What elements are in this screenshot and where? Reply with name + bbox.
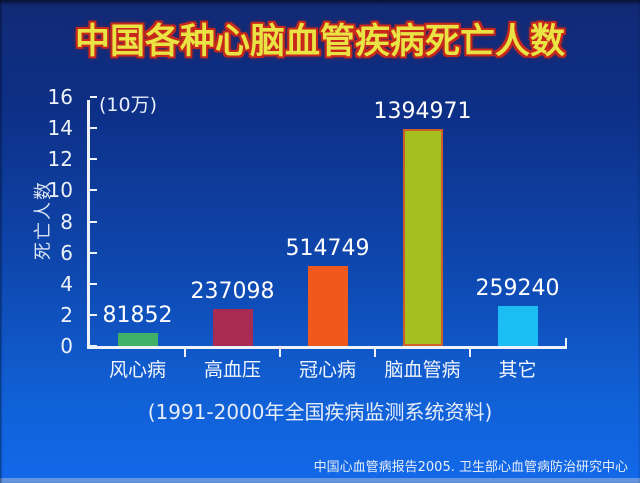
plot-area: (10万) 0 2 4 6 8 10 12 14 16 81852 风心病 237098 高血压 5147… [48,87,567,381]
y-tick-label: 4 [60,271,73,296]
x-axis-tick [374,349,376,357]
y-tick-label: 14 [47,116,73,141]
category-label: 其它 [498,359,537,381]
y-tick-label: 6 [60,240,73,265]
unit-label: (10万) [99,94,158,116]
bar-4 [402,128,443,346]
y-tick-label: 0 [60,334,73,358]
bar-1 [117,333,158,346]
y-axis-tick [90,251,97,254]
y-axis-tick [90,158,97,161]
bar-value-label: 1394971 [373,98,472,124]
y-axis-tick [90,282,97,285]
bar-value-label: 259240 [475,275,560,301]
bar-value-label: 81852 [102,303,173,329]
y-axis-tick [90,127,97,130]
y-tick-label: 8 [60,209,73,234]
bar-2 [212,309,253,346]
category-label: 脑血管病 [384,359,461,381]
y-axis-tick [90,96,97,98]
bar-5 [497,305,538,346]
y-tick-label: 2 [60,302,73,327]
x-axis-end-tick [565,338,567,346]
bar-value-label: 237098 [190,279,275,305]
category-label: 风心病 [108,359,166,381]
category-label: 冠心病 [298,359,356,381]
y-axis-tick [90,189,97,192]
footer-credit: 中国心血管病报告2005. 卫生部心血管病防治研究中心 [313,460,628,475]
y-axis-tick [90,313,97,316]
y-axis-tick [90,220,97,223]
category-label: 高血压 [203,359,261,381]
bar-value-label: 514749 [285,235,370,261]
bar-3 [307,265,348,346]
x-axis-tick [279,349,281,357]
source-caption: (1991-2000年全国疾病监测系统资料) [147,400,493,424]
y-tick-label: 10 [47,178,73,203]
y-tick-label: 16 [47,85,73,109]
x-axis-tick [184,349,186,357]
x-axis-tick [469,349,471,357]
y-axis-tick [90,345,97,347]
chart-title: 中国各种心脑血管疾病死亡人数 [74,22,565,62]
y-tick-label: 12 [47,147,73,172]
